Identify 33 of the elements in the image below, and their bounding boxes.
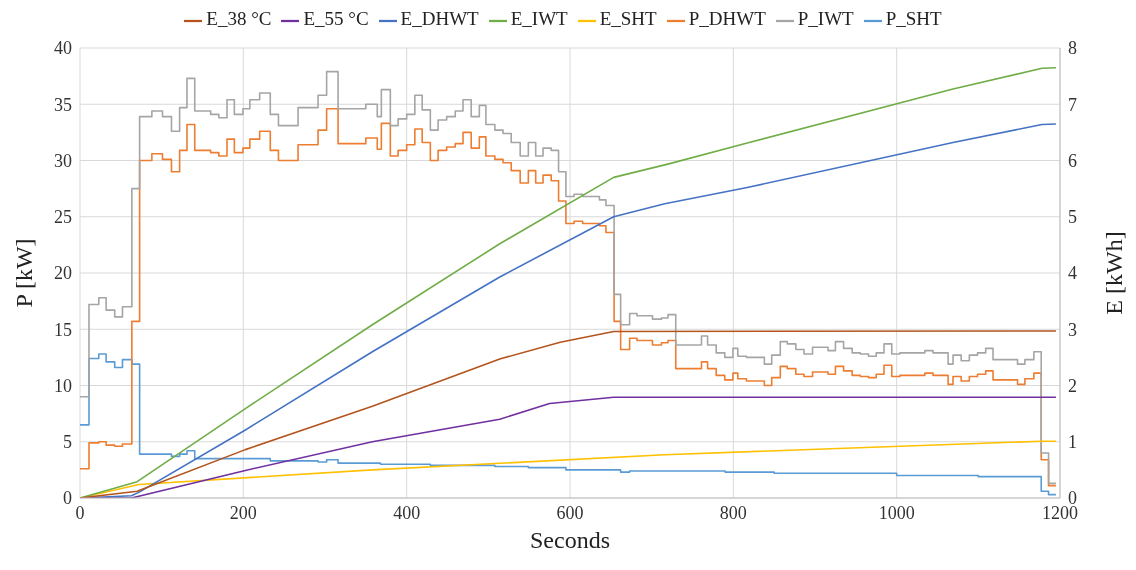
x-tick-label: 1000 <box>878 502 915 523</box>
y2-tick-label: 2 <box>1068 375 1077 396</box>
x-axis-title: Seconds <box>530 527 610 553</box>
y2-tick-label: 7 <box>1068 94 1077 115</box>
y2-tick-label: 1 <box>1068 432 1077 453</box>
legend-label: E_SHT <box>599 8 657 29</box>
y2-axis-title: E [kWh] <box>1100 231 1127 315</box>
y-tick-label: 5 <box>63 432 72 453</box>
legend-label: P_SHT <box>885 8 942 29</box>
legend-label: E_55 °C <box>303 8 369 29</box>
y-tick-label: 10 <box>54 375 72 396</box>
y2-tick-label: 6 <box>1068 150 1077 171</box>
y2-tick-label: 4 <box>1068 263 1077 284</box>
y-tick-label: 30 <box>54 150 72 171</box>
x-tick-label: 800 <box>719 502 747 523</box>
y2-tick-label: 3 <box>1068 319 1077 340</box>
legend-label: E_IWT <box>510 8 568 29</box>
legend-label: P_IWT <box>797 8 854 29</box>
y-tick-label: 15 <box>54 319 72 340</box>
y-tick-label: 0 <box>63 488 72 509</box>
legend-label: E_DHWT <box>400 8 479 29</box>
y2-tick-label: 8 <box>1068 38 1077 59</box>
y-tick-label: 35 <box>54 94 72 115</box>
legend-label: P_DHWT <box>688 8 766 29</box>
y-tick-label: 25 <box>54 207 72 228</box>
x-tick-label: 200 <box>229 502 257 523</box>
y-tick-label: 40 <box>54 38 72 59</box>
y-tick-label: 20 <box>54 263 72 284</box>
legend-label: E_38 °C <box>206 8 272 29</box>
x-tick-label: 600 <box>556 502 584 523</box>
y2-tick-label: 5 <box>1068 207 1077 228</box>
y-axis-title: P [kW] <box>10 238 37 308</box>
x-tick-label: 400 <box>393 502 421 523</box>
